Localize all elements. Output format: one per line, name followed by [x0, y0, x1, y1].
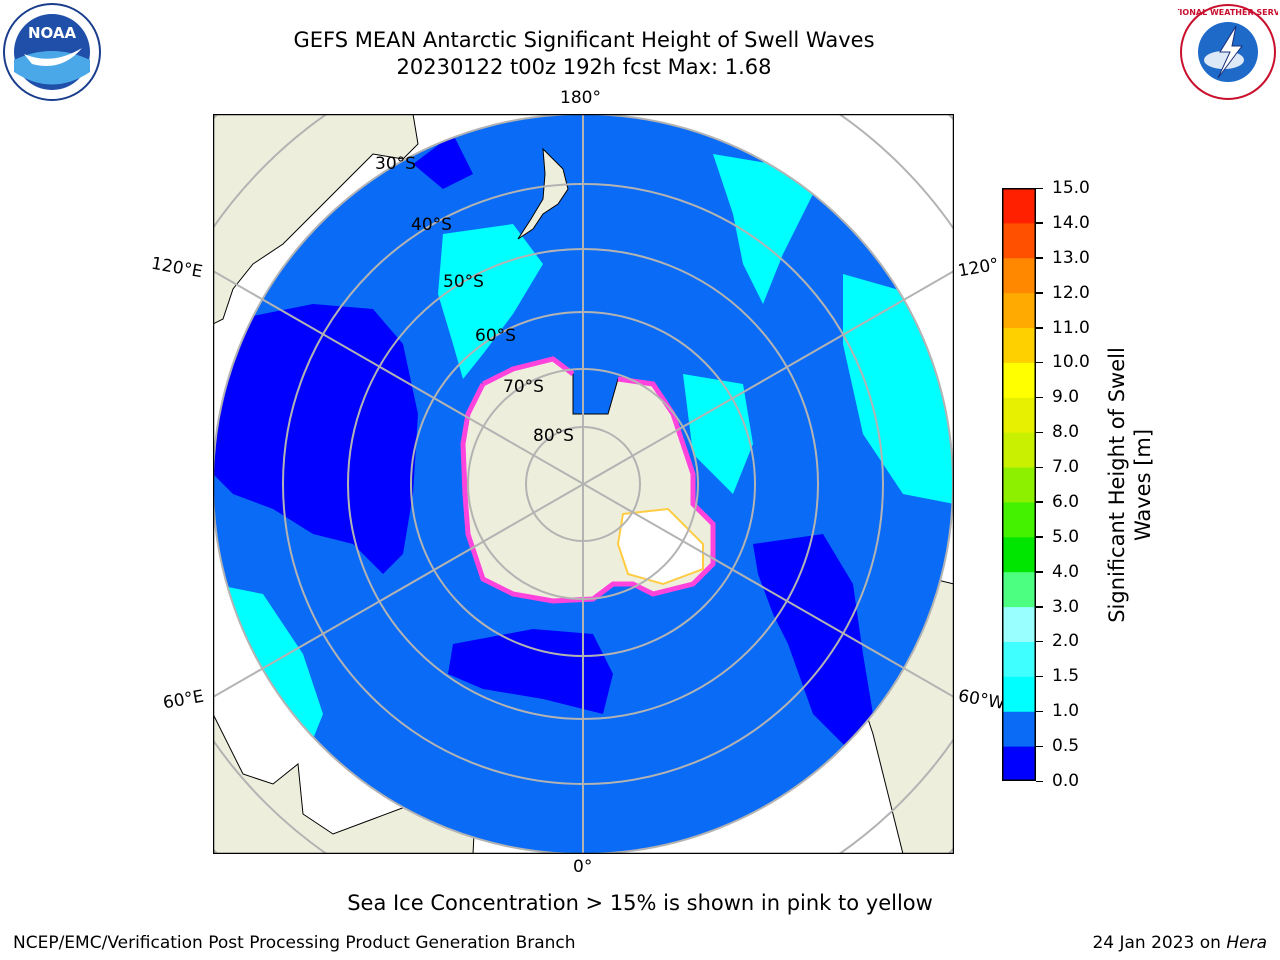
polar-map: 30°S 40°S 50°S 60°S 70°S 80°S	[213, 114, 954, 854]
lon-label-60e: 60°E	[161, 686, 206, 714]
sea-ice-ring	[460, 356, 716, 604]
colorbar-tick-label: 0.0	[1052, 771, 1080, 791]
lat-label-30s: 30°S	[375, 154, 416, 174]
swell-zone-low-south	[448, 629, 613, 714]
colorbar-title-line1: Significant Height of Swell	[1105, 347, 1129, 623]
nws-logo: NATIONAL WEATHER SERVICE	[1178, 4, 1278, 100]
colorbar-tick-label: 12.0	[1052, 282, 1090, 303]
colorbar-tick-label: 3.0	[1052, 596, 1080, 617]
lon-label-0: 0°	[573, 857, 593, 877]
colorbar-segment	[1002, 676, 1036, 712]
colorbar-segment	[1002, 362, 1036, 398]
land-africa	[213, 713, 476, 854]
colorbar-segment	[1002, 536, 1036, 573]
colorbar-tick-mark	[1036, 222, 1043, 224]
colorbar-segment	[1002, 292, 1036, 329]
colorbar-tick-mark	[1036, 466, 1043, 469]
swell-zone-mid-nw	[438, 224, 543, 379]
colorbar-tick-label: 5.0	[1052, 526, 1080, 547]
lat-label-60s: 60°S	[475, 326, 516, 346]
colorbar-tick-mark	[1036, 606, 1043, 608]
colorbar-segment	[1002, 746, 1036, 781]
colorbar-title-line2: Waves [m]	[1131, 428, 1155, 542]
colorbar-tick-mark	[1036, 745, 1043, 748]
swell-zone-low-east	[753, 534, 873, 754]
colorbar-tick-label: 14.0	[1052, 212, 1090, 233]
footer-credit: NCEP/EMC/Verification Post Processing Pr…	[13, 933, 576, 953]
colorbar-tick-label: 7.0	[1052, 457, 1080, 478]
colorbar-tick-label: 15.0	[1052, 178, 1090, 198]
noaa-logo: NOAA	[3, 3, 101, 101]
colorbar-tick-mark	[1036, 571, 1043, 573]
colorbar-tick-mark	[1036, 396, 1043, 399]
land-new-zealand	[517, 147, 569, 240]
colorbar-tick-label: 0.5	[1052, 736, 1080, 757]
lat-label-80s: 80°S	[533, 426, 574, 446]
colorbar-tick-mark	[1036, 675, 1043, 678]
colorbar-tick-mark	[1036, 536, 1043, 538]
map-frame	[213, 114, 954, 854]
colorbar-tick-mark	[1036, 710, 1043, 713]
colorbar-tick-label: 9.0	[1052, 387, 1080, 408]
lat-label-50s: 50°S	[443, 272, 484, 292]
colorbar-tick-label: 11.0	[1052, 317, 1090, 338]
colorbar-segment	[1002, 711, 1036, 747]
sea-ice-weddell	[616, 507, 704, 586]
colorbar-tick-label: 6.0	[1052, 491, 1080, 512]
colorbar-segment	[1002, 327, 1036, 363]
swell-zone-mid-ne	[713, 154, 813, 304]
colorbar-tick-label: 2.0	[1052, 631, 1080, 652]
colorbar	[1002, 188, 1036, 781]
colorbar-tick-mark	[1036, 780, 1043, 782]
colorbar-segment	[1002, 397, 1036, 433]
lon-label-180: 180°	[560, 88, 601, 108]
colorbar-segment	[1002, 257, 1036, 294]
colorbar-segment	[1002, 467, 1036, 503]
colorbar-tick-mark	[1036, 501, 1043, 503]
colorbar-tick-mark	[1036, 257, 1043, 259]
colorbar-segment	[1002, 501, 1036, 538]
colorbar-segment	[1002, 188, 1036, 224]
colorbar-tick-mark	[1036, 187, 1043, 189]
noaa-logo-text: NOAA	[28, 24, 77, 42]
lon-label-120w: 120°	[956, 254, 1001, 282]
lon-label-120e: 120°E	[149, 253, 205, 283]
colorbar-segment	[1002, 606, 1036, 642]
colorbar-tick-label: 13.0	[1052, 247, 1090, 268]
footer-host: Hera	[1226, 933, 1267, 953]
nws-logo-text: NATIONAL WEATHER SERVICE	[1178, 8, 1278, 17]
colorbar-tick-label: 10.0	[1052, 352, 1090, 373]
colorbar-tick-label: 1.0	[1052, 701, 1080, 722]
colorbar-tick-mark	[1036, 431, 1043, 434]
colorbar-segment	[1002, 432, 1036, 468]
lat-label-70s: 70°S	[503, 377, 544, 397]
lat-label-40s: 40°S	[411, 215, 452, 235]
chart-subtitle: 20230122 t00z 192h fcst Max: 1.68	[396, 55, 772, 79]
colorbar-segment	[1002, 571, 1036, 608]
colorbar-tick-mark	[1036, 327, 1043, 329]
colorbar-tick-mark	[1036, 292, 1043, 294]
swell-zone-low-north	[413, 134, 473, 189]
sea-ice-note: Sea Ice Concentration > 15% is shown in …	[347, 891, 933, 915]
footer-date-text: 24 Jan 2023 on	[1092, 933, 1227, 953]
lon-label-60w: 60°W	[956, 686, 1007, 714]
colorbar-tick-label: 8.0	[1052, 422, 1080, 443]
swell-zone-low-west	[213, 304, 418, 574]
colorbar-tick-label: 4.0	[1052, 561, 1080, 582]
colorbar-segment	[1002, 222, 1036, 259]
colorbar-tick-mark	[1036, 640, 1043, 643]
chart-title: GEFS MEAN Antarctic Significant Height o…	[293, 28, 875, 52]
footer-date: 24 Jan 2023 on Hera	[1092, 933, 1267, 953]
colorbar-frame	[1002, 188, 1036, 781]
colorbar-segment	[1002, 641, 1036, 677]
colorbar-tick-label: 1.5	[1052, 666, 1080, 687]
colorbar-tick-mark	[1036, 361, 1043, 364]
